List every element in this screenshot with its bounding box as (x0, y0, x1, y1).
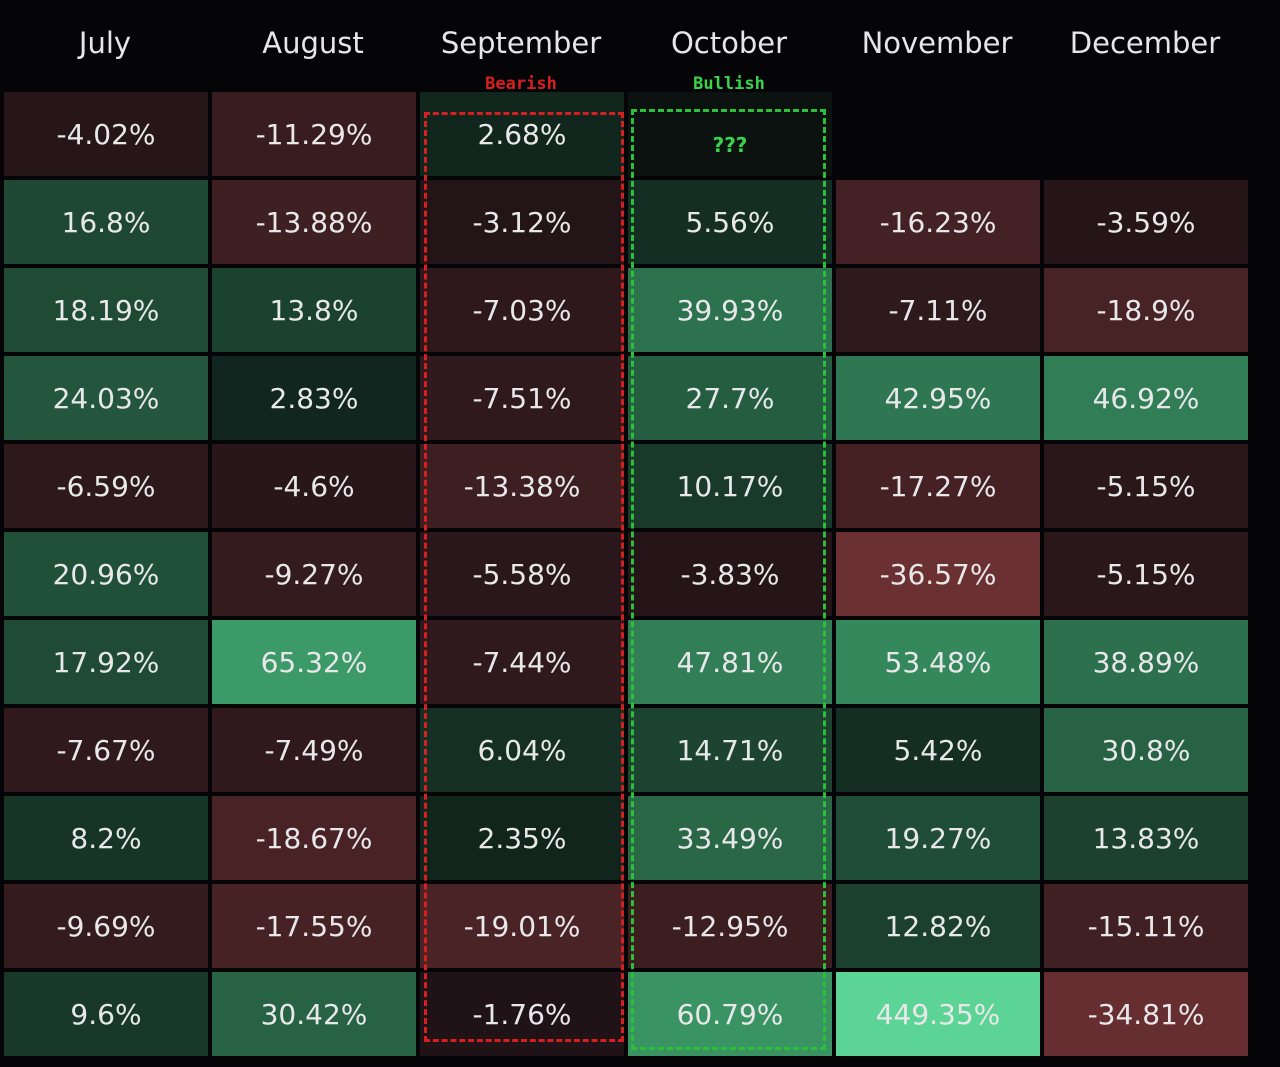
table-cell: -15.11% (1044, 884, 1248, 968)
column-note: Bullish (693, 74, 765, 94)
table-cell: 38.89% (1044, 620, 1248, 704)
table-cell: -9.69% (4, 884, 208, 968)
table-cell: 9.6% (4, 972, 208, 1056)
table-cell: -13.38% (420, 444, 624, 528)
table-cell: 53.48% (836, 620, 1040, 704)
table-cell: -11.29% (212, 92, 416, 176)
column-header: September (440, 26, 602, 60)
table-cell: -19.01% (420, 884, 624, 968)
table-cell: 6.04% (420, 708, 624, 792)
table-cell: -6.59% (4, 444, 208, 528)
table-cell: 27.7% (628, 356, 832, 440)
table-cell: -12.95% (628, 884, 832, 968)
table-cell: -3.59% (1044, 180, 1248, 264)
table-cell: -7.44% (420, 620, 624, 704)
table-cell: 14.71% (628, 708, 832, 792)
table-cell: -3.12% (420, 180, 624, 264)
column-header: December (1069, 26, 1221, 60)
table-cell: -16.23% (836, 180, 1040, 264)
table-cell: 24.03% (4, 356, 208, 440)
table-cell: -7.03% (420, 268, 624, 352)
table-cell: 18.19% (4, 268, 208, 352)
table-cell: 65.32% (212, 620, 416, 704)
table-cell: 42.95% (836, 356, 1040, 440)
table-cell: -7.67% (4, 708, 208, 792)
table-cell: 30.42% (212, 972, 416, 1056)
table-cell: 60.79% (628, 972, 832, 1056)
table-cell: -7.49% (212, 708, 416, 792)
table-cell: 47.81% (628, 620, 832, 704)
table-cell: 39.93% (628, 268, 832, 352)
column-header: August (262, 26, 364, 60)
table-cell: -5.58% (420, 532, 624, 616)
table-cell: -3.83% (628, 532, 832, 616)
table-cell: 13.83% (1044, 796, 1248, 880)
table-cell: 5.56% (628, 180, 832, 264)
column-note: Bearish (485, 74, 557, 94)
table-cell: -4.02% (4, 92, 208, 176)
table-cell: 46.92% (1044, 356, 1248, 440)
table-cell: 20.96% (4, 532, 208, 616)
table-cell: ??? (628, 92, 832, 176)
table-cell: 2.83% (212, 356, 416, 440)
table-cell: -4.6% (212, 444, 416, 528)
table-cell: 10.17% (628, 444, 832, 528)
table-cell: -5.15% (1044, 532, 1248, 616)
table-cell: -7.51% (420, 356, 624, 440)
table-cell: 2.68% (420, 92, 624, 176)
table-cell: -1.76% (420, 972, 624, 1056)
table-cell: 2.35% (420, 796, 624, 880)
table-cell: 12.82% (836, 884, 1040, 968)
table-cell: 17.92% (4, 620, 208, 704)
table-cell: 8.2% (4, 796, 208, 880)
table-cell: -18.67% (212, 796, 416, 880)
column-header: October (670, 26, 788, 60)
table-cell: -18.9% (1044, 268, 1248, 352)
column-header: November (861, 26, 1013, 60)
table-cell: -13.88% (212, 180, 416, 264)
table-cell: 30.8% (1044, 708, 1248, 792)
table-cell: -17.55% (212, 884, 416, 968)
column-header: July (78, 26, 132, 60)
table-cell: -17.27% (836, 444, 1040, 528)
table-cell: 13.8% (212, 268, 416, 352)
table-cell: -5.15% (1044, 444, 1248, 528)
table-cell: 449.35% (836, 972, 1040, 1056)
table-cell: -9.27% (212, 532, 416, 616)
table-cell: -7.11% (836, 268, 1040, 352)
table-cell: -34.81% (1044, 972, 1248, 1056)
table-cell: -36.57% (836, 532, 1040, 616)
table-cell: 33.49% (628, 796, 832, 880)
table-cell: 16.8% (4, 180, 208, 264)
table-cell: 19.27% (836, 796, 1040, 880)
table-cell: 5.42% (836, 708, 1040, 792)
